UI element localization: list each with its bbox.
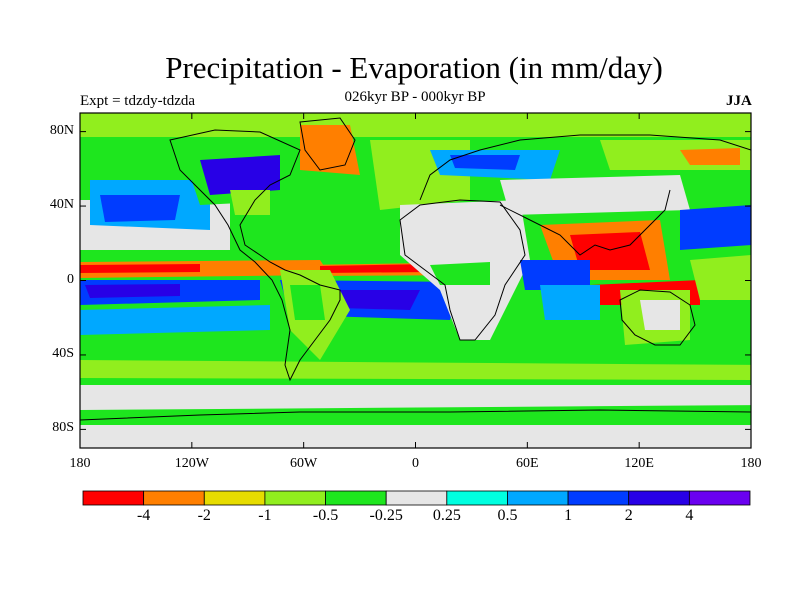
lat-tick-label: 80S [52, 420, 74, 436]
lat-tick-label: 40S [52, 345, 74, 361]
asia-south-coast [499, 189, 671, 256]
lat-tick-label: 40N [49, 197, 74, 213]
colorbar-label: -0.5 [312, 507, 339, 524]
lon-tick-label: 180 [740, 456, 762, 471]
colorbar-swatch [628, 490, 690, 506]
colorbar-swatch [385, 490, 448, 506]
field-southern-green [80, 335, 751, 350]
antarctica-coast [80, 409, 751, 421]
colorbar-label: -2 [197, 507, 211, 524]
lon-tick-marks [79, 113, 752, 448]
colorbar-swatch [688, 490, 751, 506]
field-south-pacific-indigo [85, 284, 180, 298]
field-us [230, 190, 270, 215]
coastlines [80, 117, 751, 421]
africa-coast [399, 199, 526, 341]
field-amazon [290, 285, 325, 320]
greenland-coast [299, 117, 356, 171]
field-pacific-east [690, 255, 751, 300]
field-east-siberia [680, 148, 740, 165]
field-arabian-sea [520, 260, 590, 290]
field-south-pacific-lightblue [80, 305, 270, 335]
field-labrador [300, 125, 360, 175]
colorbar-label: 2 [624, 507, 633, 524]
colorbar-label: -1 [258, 507, 272, 524]
lon-tick-label: 120E [624, 456, 654, 471]
field-pacific-darkblue [100, 195, 180, 222]
colorbar-swatch [82, 490, 145, 506]
field-canada-indigo [200, 155, 280, 195]
field-indian-ocean [540, 285, 600, 320]
field-southern-ocean-gray [80, 385, 751, 410]
australia-coast [619, 289, 696, 346]
lon-tick-label: 120W [174, 456, 209, 471]
field-australia-gray [640, 300, 680, 330]
lat-tick-label: 80N [49, 122, 74, 138]
colorbar-label: 0.25 [432, 507, 461, 524]
colorbar-label: -0.25 [369, 507, 403, 524]
field-west-pacific [680, 205, 751, 250]
lon-tick-label: 0 [412, 456, 419, 471]
field-antarctica-gray [80, 425, 751, 448]
map-panel [80, 113, 751, 448]
eurasia-north-coast [419, 134, 751, 201]
field-europe-dark [450, 155, 520, 170]
colorbar-label: -4 [136, 507, 151, 524]
field-atlantic-itcz-core [320, 264, 430, 273]
colorbar-swatch [567, 490, 630, 506]
field-southern-ygreen [80, 360, 751, 380]
colorbar-swatch [203, 490, 266, 506]
colorbar-swatch [507, 490, 569, 506]
lon-tick-label: 60W [290, 456, 318, 471]
experiment-label: Expt = tdzdy-tdzda [80, 93, 196, 109]
figure-title: Precipitation - Evaporation (in mm/day) [165, 50, 663, 85]
lat-tick-label: 0 [67, 271, 74, 287]
colorbar [82, 490, 751, 506]
colorbar-swatch [446, 490, 508, 506]
lat-tick-marks [80, 131, 751, 430]
colorbar-swatch [143, 490, 205, 506]
colorbar-label: 0.5 [497, 507, 518, 524]
colorbar-swatch [264, 490, 326, 506]
colorbar-swatch [325, 490, 387, 506]
colorbar-label: 4 [685, 507, 694, 524]
field-itcz-pacific-core [80, 264, 200, 273]
colorbar-label: 1 [564, 507, 573, 524]
field-south-atlantic-indigo [330, 290, 420, 310]
field-central-asia [500, 175, 690, 215]
lon-tick-label: 180 [69, 456, 91, 471]
field-central-africa [430, 262, 490, 285]
lon-tick-label: 60E [516, 456, 539, 471]
figure-subtitle: 026kyr BP - 000kyr BP [344, 89, 486, 105]
season-label: JJA [726, 93, 752, 109]
americas-coast [169, 129, 341, 382]
